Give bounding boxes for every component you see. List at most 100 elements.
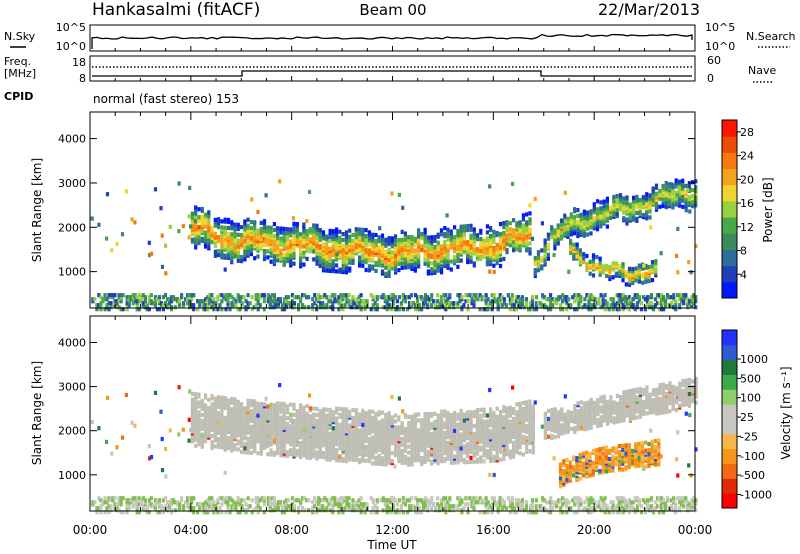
velocity-cell xyxy=(217,403,221,408)
velocity-cell xyxy=(520,502,524,507)
velocity-cell xyxy=(256,401,260,406)
power-cell xyxy=(423,253,427,258)
power-cell xyxy=(563,225,567,230)
power-cell xyxy=(617,301,621,306)
power-cell xyxy=(292,301,297,306)
velocity-cell xyxy=(329,502,333,507)
velocity-cell xyxy=(292,402,296,407)
power-cell xyxy=(589,231,593,236)
velocity-cell xyxy=(249,430,253,435)
velocity-cell xyxy=(432,502,436,507)
power-cell xyxy=(193,219,197,224)
velocity-cell xyxy=(244,508,248,513)
power-cell xyxy=(694,203,698,208)
velocity-cell xyxy=(256,405,260,410)
power-cell xyxy=(200,236,204,241)
velocity-cell xyxy=(577,504,581,509)
power-cell xyxy=(579,230,583,235)
power-cell xyxy=(645,303,649,308)
power-cell xyxy=(253,256,257,261)
power-cell xyxy=(253,234,257,239)
power-cell xyxy=(213,249,217,254)
power-cell xyxy=(586,232,590,237)
power-cell xyxy=(243,239,247,244)
power-cell xyxy=(197,225,201,230)
velocity-cell xyxy=(259,423,263,428)
colorbar-swatch xyxy=(722,265,737,283)
velocity-cell xyxy=(223,415,227,420)
velocity-cell xyxy=(371,461,375,466)
velocity-cell xyxy=(490,510,494,515)
velocity-cell xyxy=(103,496,107,501)
power-cell xyxy=(319,305,323,310)
power-cell xyxy=(325,295,329,300)
power-cell xyxy=(288,301,293,306)
power-cell xyxy=(430,293,434,298)
velocity-cell xyxy=(619,500,623,505)
velocity-cell xyxy=(312,434,316,439)
velocity-cell xyxy=(687,463,691,468)
power-cell xyxy=(611,307,615,312)
power-cell xyxy=(612,212,616,217)
power-cell xyxy=(390,258,394,263)
velocity-cell xyxy=(115,502,119,507)
velocity-cell xyxy=(601,498,605,503)
power-cell xyxy=(378,226,382,231)
velocity-cell xyxy=(278,500,282,505)
power-cell xyxy=(333,293,337,298)
colorbar-swatch xyxy=(722,200,737,218)
power-cell xyxy=(292,245,296,250)
power-cell xyxy=(264,237,268,242)
power-cell xyxy=(475,233,480,238)
velocity-cell xyxy=(217,436,221,441)
velocity-cell xyxy=(458,502,462,507)
power-cell xyxy=(93,297,97,302)
power-cell xyxy=(226,217,231,223)
velocity-cell xyxy=(295,409,299,414)
power-cell xyxy=(115,305,119,310)
power-cell xyxy=(387,270,391,275)
power-cell xyxy=(286,301,291,306)
power-cell xyxy=(668,202,672,207)
power-cell xyxy=(650,264,655,269)
power-cell xyxy=(423,227,427,232)
power-cell xyxy=(518,220,522,225)
velocity-cell xyxy=(218,496,222,501)
colorbar-swatch xyxy=(722,217,737,234)
velocity-cell xyxy=(549,496,553,501)
power-cell xyxy=(301,303,305,308)
power-cell xyxy=(208,293,212,298)
power-cell xyxy=(391,301,395,306)
power-cell xyxy=(632,195,636,200)
power-cell xyxy=(188,185,192,190)
power-cell xyxy=(374,260,378,265)
power-cell xyxy=(97,293,101,298)
power-cell xyxy=(456,252,460,257)
velocity-cell xyxy=(426,506,430,511)
power-cell xyxy=(520,299,524,304)
power-cell xyxy=(344,270,349,275)
power-cell xyxy=(456,228,460,234)
velocity-cell xyxy=(147,456,152,461)
power-cell xyxy=(323,293,327,298)
power-cell xyxy=(99,307,103,312)
power-cell xyxy=(384,265,388,270)
power-cell xyxy=(444,299,448,304)
velocity-cell xyxy=(249,436,253,441)
power-cell xyxy=(448,301,452,306)
power-cell xyxy=(218,293,222,298)
velocity-cell xyxy=(303,496,307,501)
power-cell xyxy=(615,293,619,298)
velocity-cell xyxy=(639,510,643,515)
power-cell xyxy=(176,297,180,302)
power-cell xyxy=(625,297,629,302)
power-cell xyxy=(609,303,613,308)
power-cell xyxy=(299,242,303,247)
power-cell xyxy=(315,235,319,240)
velocity-cell xyxy=(339,496,343,501)
velocity-cell xyxy=(325,451,329,456)
velocity-cell xyxy=(430,496,434,501)
velocity-cell xyxy=(302,453,306,458)
colorbar-frame xyxy=(721,119,738,299)
power-cell xyxy=(601,303,605,308)
